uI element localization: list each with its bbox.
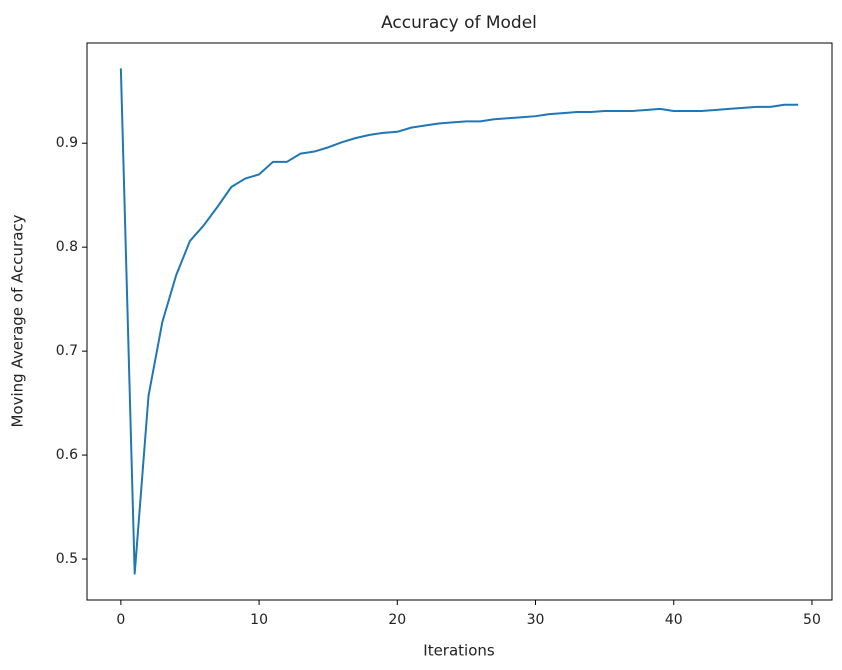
- x-tick-label: 30: [527, 612, 545, 628]
- y-tick-label: 0.8: [56, 239, 78, 255]
- x-axis-label: Iterations: [423, 642, 495, 660]
- x-tick-label: 0: [116, 612, 125, 628]
- y-tick-label: 0.5: [56, 551, 78, 567]
- y-axis-label: Moving Average of Accuracy: [9, 214, 27, 427]
- x-tick-label: 50: [803, 612, 821, 628]
- x-tick-label: 20: [388, 612, 406, 628]
- chart-title: Accuracy of Model: [381, 13, 537, 33]
- plot-frame: [86, 42, 833, 601]
- y-tick-label: 0.7: [56, 343, 78, 359]
- x-tick-label: 40: [665, 612, 683, 628]
- x-tick-label: 10: [250, 612, 268, 628]
- y-tick-label: 0.9: [56, 135, 78, 151]
- data-line: [119, 68, 799, 575]
- y-tick-label: 0.6: [56, 447, 78, 463]
